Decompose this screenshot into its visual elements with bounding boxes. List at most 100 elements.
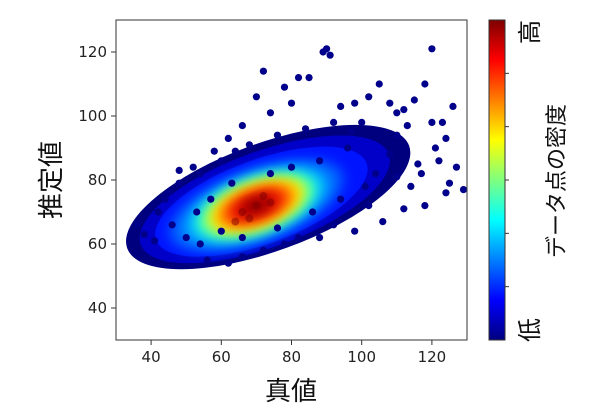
scatter-point (452, 163, 461, 171)
scatter-point (421, 80, 429, 88)
scatter-point (228, 179, 236, 187)
scatter-point (189, 163, 197, 171)
scatter-point (154, 208, 162, 216)
scatter-point (193, 208, 201, 216)
scatter-point (224, 134, 232, 142)
scatter-point (442, 134, 450, 142)
scatter-point (151, 237, 159, 245)
y-axis-ticks: 40 60 80 100 120 (78, 43, 116, 317)
scatter-point (410, 96, 418, 104)
scatter-point (431, 144, 440, 152)
scatter-point (305, 74, 313, 82)
density-core-point (266, 198, 275, 207)
scatter-point (403, 122, 411, 130)
density-core-point (238, 208, 247, 216)
x-axis-title: 真値 (265, 377, 317, 407)
scatter-point (280, 240, 289, 248)
colorbar-high-label: 高 (516, 20, 544, 44)
scatter-point (351, 227, 359, 235)
scatter-point (445, 179, 454, 187)
scatter-point (238, 122, 246, 130)
scatter-point (259, 67, 268, 75)
scatter-point (393, 131, 401, 139)
scatter-point (330, 221, 338, 229)
x-tick-label: 120 (418, 348, 447, 366)
scatter-point (347, 128, 355, 136)
scatter-point (140, 230, 148, 238)
density-core-point (259, 192, 268, 200)
scatter-point (428, 118, 436, 126)
plot-area (115, 19, 468, 341)
scatter-point (301, 125, 310, 133)
scatter-point (161, 195, 169, 203)
scatter-point (323, 45, 331, 53)
scatter-point (294, 74, 303, 82)
scatter-point (442, 189, 450, 197)
scatter-point (196, 170, 204, 178)
scatter-point (224, 259, 232, 267)
scatter-point (287, 163, 296, 171)
scatter-point (217, 227, 225, 235)
scatter-point (133, 221, 141, 229)
scatter-point (326, 51, 334, 59)
y-tick-label: 60 (88, 235, 107, 253)
density-core-point (252, 201, 261, 210)
x-tick-label: 80 (282, 348, 301, 366)
scatter-point (417, 170, 425, 178)
colorbar-title: データ点の密度 (545, 104, 570, 258)
scatter-point (315, 157, 324, 165)
scatter-point (273, 131, 282, 139)
y-tick-label: 80 (88, 171, 107, 189)
scatter-point (407, 182, 415, 190)
density-core-point (245, 214, 254, 223)
scatter-point (365, 202, 373, 210)
scatter-point (421, 202, 429, 210)
density-cloud (126, 124, 411, 270)
scatter-point (217, 157, 225, 165)
scatter-point (165, 189, 173, 197)
colorbar: 高 低 データ点の密度 (488, 19, 570, 342)
scatter-point (182, 234, 190, 242)
x-tick-label: 100 (347, 348, 376, 366)
scatter-point (330, 118, 338, 126)
scatter-point (414, 160, 422, 168)
y-tick-label: 100 (78, 107, 107, 125)
colorbar-ticks (505, 72, 509, 288)
scatter-point (203, 256, 211, 264)
scatter-point (245, 141, 253, 149)
density-core-point (231, 217, 240, 226)
scatter-point (358, 118, 366, 126)
scatter-point (393, 109, 401, 117)
scatter-point (259, 246, 268, 254)
scatter-point (375, 80, 383, 88)
scatter-point (337, 102, 345, 110)
scatter-point (365, 93, 373, 101)
scatter-point (266, 109, 275, 117)
scatter-point (337, 195, 345, 203)
scatter-point (175, 179, 183, 187)
x-tick-label: 40 (142, 348, 161, 366)
scatter-point (379, 218, 387, 226)
scatter-point (168, 221, 176, 229)
scatter-point (386, 150, 394, 158)
y-tick-label: 120 (78, 43, 107, 61)
scatter-points (133, 45, 467, 267)
scatter-point (210, 147, 218, 155)
scatter-point (449, 102, 457, 110)
y-tick-label: 40 (88, 299, 107, 317)
scatter-point (175, 166, 183, 174)
scatter-point (266, 170, 275, 178)
scatter-point (238, 253, 246, 261)
colorbar-low-label: 低 (516, 318, 544, 342)
scatter-point (308, 208, 317, 216)
scatter-point (287, 99, 296, 107)
scatter-point (351, 99, 359, 107)
scatter-point (252, 93, 260, 101)
scatter-point (361, 182, 369, 190)
scatter-point (459, 186, 467, 194)
scatter-point (273, 224, 282, 232)
x-tick-label: 60 (212, 348, 231, 366)
scatter-point (438, 118, 447, 126)
scatter-point (386, 99, 394, 107)
